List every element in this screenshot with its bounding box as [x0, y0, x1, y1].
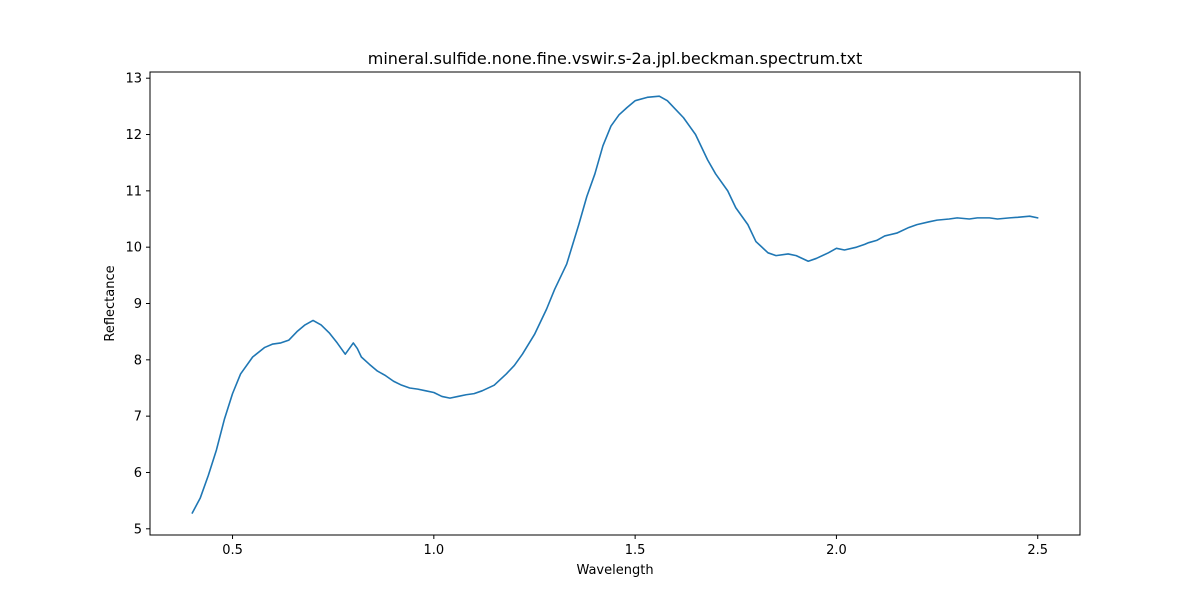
x-tick-label: 2.0: [826, 543, 847, 558]
y-tick-label: 13: [125, 72, 142, 87]
y-tick-label: 11: [125, 184, 142, 199]
x-tick-label: 0.5: [222, 543, 243, 558]
y-tick-label: 8: [134, 353, 142, 368]
chart-title: mineral.sulfide.none.fine.vswir.s-2a.jpl…: [368, 49, 863, 68]
y-tick-label: 9: [134, 297, 142, 312]
y-axis-label: Reflectance: [103, 265, 118, 341]
x-tick-label: 1.0: [423, 543, 444, 558]
y-tick-label: 12: [125, 128, 142, 143]
y-tick-label: 5: [134, 522, 142, 537]
y-tick-label: 10: [125, 241, 142, 256]
y-tick-label: 6: [134, 466, 142, 481]
x-axis: 0.5 1.0 1.5 2.0 2.5: [222, 535, 1048, 558]
x-axis-label: Wavelength: [576, 563, 653, 578]
x-tick-label: 2.5: [1027, 543, 1048, 558]
plot-frame: [149, 71, 1081, 536]
y-tick-label: 7: [134, 410, 142, 425]
x-tick-label: 1.5: [625, 543, 646, 558]
reflectance-series-line: [191, 95, 1039, 514]
y-axis: 5 6 7 8 9 10 11 12 13: [125, 72, 150, 537]
